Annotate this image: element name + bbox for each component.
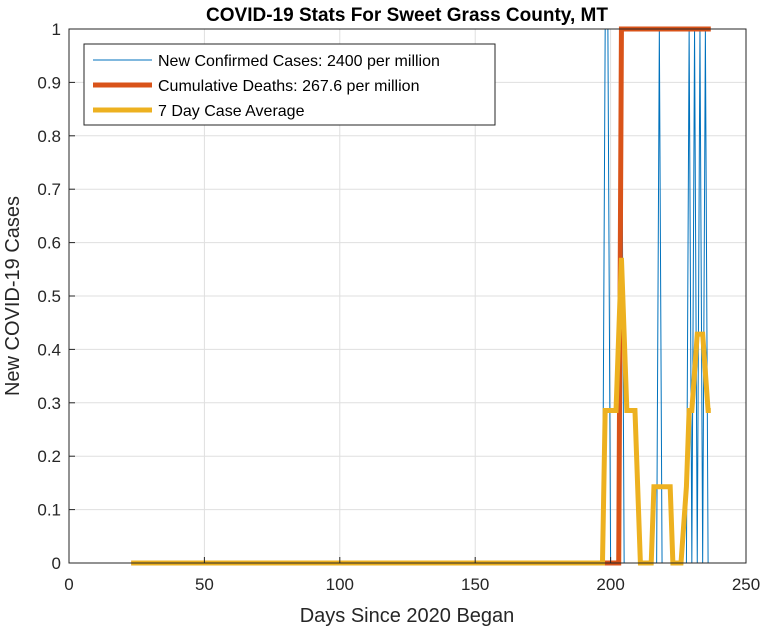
legend-label-2: Cumulative Deaths: 267.6 per million <box>158 78 419 95</box>
legend-label-1: New Confirmed Cases: 2400 per million <box>158 53 440 70</box>
x-tick-label: 250 <box>732 575 760 594</box>
y-tick-label: 0.4 <box>37 340 61 359</box>
x-tick-label: 200 <box>596 575 624 594</box>
legend-label-3: 7 Day Case Average <box>158 103 305 120</box>
x-axis-label: Days Since 2020 Began <box>300 605 515 627</box>
y-tick-label: 0 <box>52 554 61 573</box>
x-tick-label: 100 <box>326 575 354 594</box>
legend-box <box>83 43 496 126</box>
series-line-3 <box>131 257 711 566</box>
y-tick-label: 0.2 <box>37 447 61 466</box>
y-tick-label: 0.1 <box>37 501 61 520</box>
legend: New Confirmed Cases: 2400 per million Cum… <box>83 43 496 126</box>
y-axis-label: New COVID-19 Cases <box>2 196 24 396</box>
y-tick-label: 1 <box>52 20 61 39</box>
y-tick-label: 0.8 <box>37 127 61 146</box>
y-tick-label: 0.7 <box>37 180 61 199</box>
x-tick-label: 0 <box>64 575 73 594</box>
y-tick-label: 0.9 <box>37 73 61 92</box>
y-tick-label: 0.6 <box>37 234 61 253</box>
y-ticks: 0 0.1 0.2 0.3 0.4 0.5 0.6 0.7 0.8 0.9 1 <box>37 20 75 573</box>
x-tick-label: 50 <box>195 575 214 594</box>
x-tick-label: 150 <box>461 575 489 594</box>
x-ticks: 0 50 100 150 200 250 <box>64 557 760 594</box>
y-tick-label: 0.5 <box>37 287 61 306</box>
chart-title: COVID-19 Stats For Sweet Grass County, M… <box>206 5 608 26</box>
y-tick-label: 0.3 <box>37 394 61 413</box>
